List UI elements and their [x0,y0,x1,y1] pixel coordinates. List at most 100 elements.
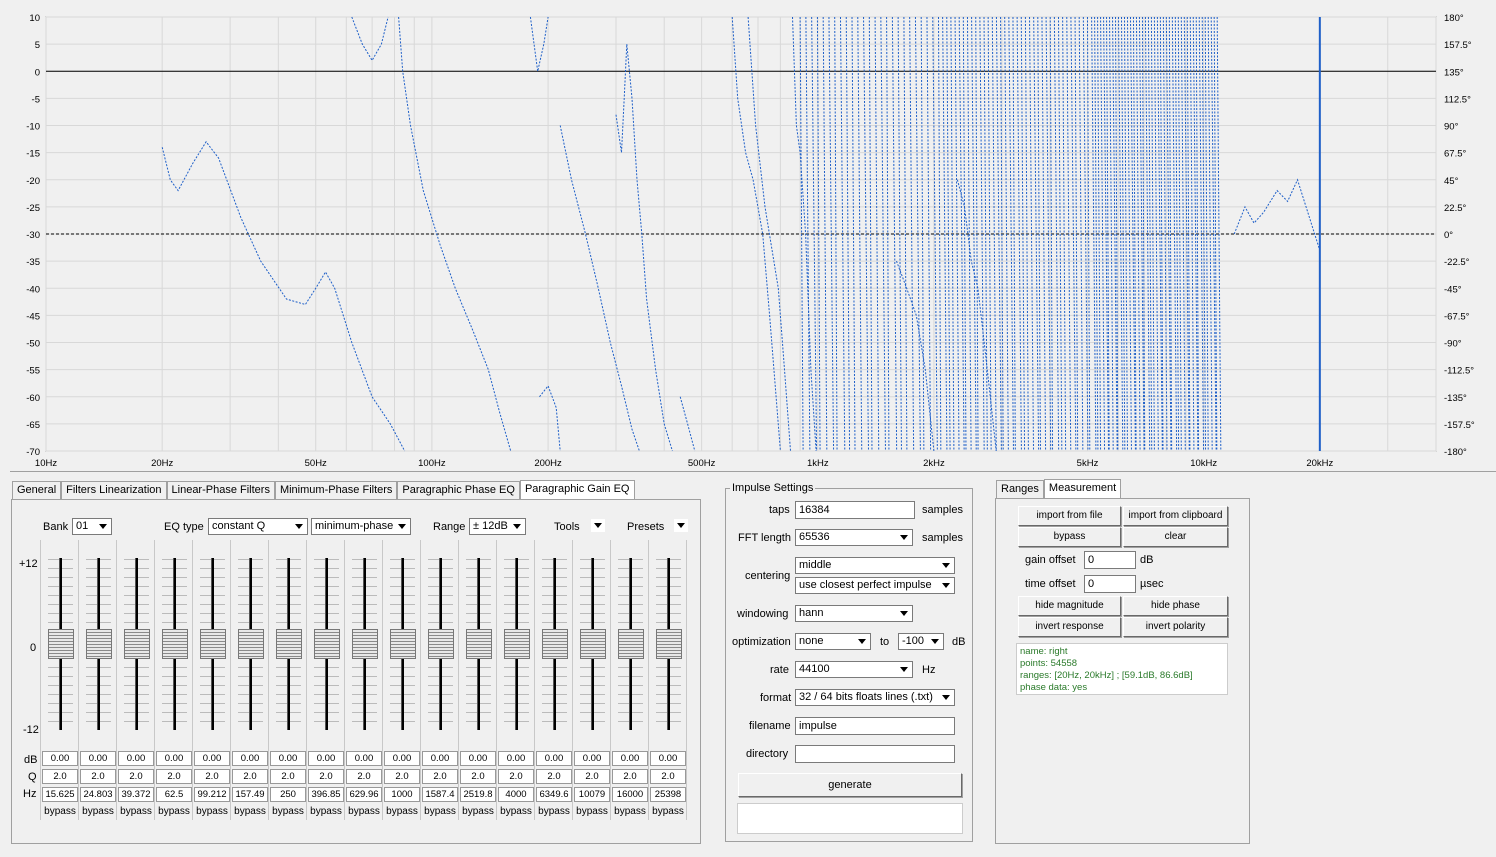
slider-knob[interactable] [428,629,454,659]
band-hz-input[interactable]: 250 [270,787,306,802]
band-q-input[interactable]: 2.0 [194,769,230,784]
fft-length-select[interactable]: 65536 [795,529,913,546]
band-hz-input[interactable]: 62.5 [156,787,192,802]
band-hz-input[interactable]: 2519.8 [460,787,496,802]
band-slider[interactable] [498,543,534,748]
band-bypass-toggle[interactable]: bypass [424,806,456,817]
band-hz-input[interactable]: 99.212 [194,787,230,802]
band-bypass-toggle[interactable]: bypass [44,806,76,817]
band-slider[interactable] [308,543,344,748]
bank-select[interactable]: 01 [72,518,112,535]
centering-mode-select[interactable]: use closest perfect impulse [795,577,955,594]
band-db-input[interactable]: 0.00 [156,751,192,766]
band-slider[interactable] [460,543,496,748]
band-db-input[interactable]: 0.00 [422,751,458,766]
band-hz-input[interactable]: 24.803 [80,787,116,802]
band-slider[interactable] [612,543,648,748]
import-from-file-button[interactable]: import from file [1018,506,1121,526]
invert-polarity-button[interactable]: invert polarity [1123,617,1228,637]
band-db-input[interactable]: 0.00 [308,751,344,766]
import-from-clipboard-button[interactable]: import from clipboard [1123,506,1228,526]
band-q-input[interactable]: 2.0 [232,769,268,784]
band-bypass-toggle[interactable]: bypass [82,806,114,817]
format-select[interactable]: 32 / 64 bits floats lines (.txt) [795,689,955,706]
slider-knob[interactable] [466,629,492,659]
band-db-input[interactable]: 0.00 [232,751,268,766]
band-q-input[interactable]: 2.0 [536,769,572,784]
band-slider[interactable] [384,543,420,748]
band-q-input[interactable]: 2.0 [42,769,78,784]
tab-paragraphic-phase-eq[interactable]: Paragraphic Phase EQ [397,481,520,499]
centering-select[interactable]: middle [795,557,955,574]
slider-knob[interactable] [276,629,302,659]
tab-minimum-phase-filters[interactable]: Minimum-Phase Filters [274,481,398,499]
band-hz-input[interactable]: 1587.4 [422,787,458,802]
band-bypass-toggle[interactable]: bypass [120,806,152,817]
band-db-input[interactable]: 0.00 [536,751,572,766]
band-q-input[interactable]: 2.0 [346,769,382,784]
band-hz-input[interactable]: 39.372 [118,787,154,802]
bypass-button[interactable]: bypass [1018,527,1121,547]
slider-knob[interactable] [86,629,112,659]
taps-input[interactable]: 16384 [795,501,915,519]
band-bypass-toggle[interactable]: bypass [500,806,532,817]
tab-filters-linearization[interactable]: Filters Linearization [61,481,167,499]
band-db-input[interactable]: 0.00 [498,751,534,766]
band-q-input[interactable]: 2.0 [612,769,648,784]
directory-input[interactable] [795,745,955,763]
band-bypass-toggle[interactable]: bypass [614,806,646,817]
band-db-input[interactable]: 0.00 [384,751,420,766]
plot-canvas[interactable]: 10 5 0 -5 -10 -15 -20 -25 -30 -35 -40 -45 -50 -55 -60 -… [10,0,1496,472]
slider-knob[interactable] [580,629,606,659]
gain-offset-input[interactable]: 0 [1084,551,1136,569]
band-db-input[interactable]: 0.00 [612,751,648,766]
band-bypass-toggle[interactable]: bypass [310,806,342,817]
optimization-select[interactable]: none [795,633,871,650]
band-slider[interactable] [118,543,154,748]
band-q-input[interactable]: 2.0 [498,769,534,784]
eq-type-select[interactable]: constant Q [208,518,308,535]
tab-general[interactable]: General [12,481,62,499]
band-db-input[interactable]: 0.00 [346,751,382,766]
slider-knob[interactable] [656,629,682,659]
band-bypass-toggle[interactable]: bypass [576,806,608,817]
band-q-input[interactable]: 2.0 [574,769,610,784]
band-hz-input[interactable]: 15.625 [42,787,78,802]
band-bypass-toggle[interactable]: bypass [538,806,570,817]
range-select[interactable]: ± 12dB [469,518,526,535]
band-bypass-toggle[interactable]: bypass [348,806,380,817]
windowing-select[interactable]: hann [795,605,913,622]
band-slider[interactable] [156,543,192,748]
tab-paragraphic-gain-eq[interactable]: Paragraphic Gain EQ [519,480,635,499]
slider-knob[interactable] [238,629,264,659]
band-db-input[interactable]: 0.00 [650,751,686,766]
band-db-input[interactable]: 0.00 [270,751,306,766]
slider-knob[interactable] [200,629,226,659]
band-db-input[interactable]: 0.00 [574,751,610,766]
generate-button[interactable]: generate [738,773,962,797]
band-slider[interactable] [650,543,686,748]
band-hz-input[interactable]: 157.49 [232,787,268,802]
band-q-input[interactable]: 2.0 [384,769,420,784]
time-offset-input[interactable]: 0 [1084,575,1136,593]
band-q-input[interactable]: 2.0 [650,769,686,784]
band-q-input[interactable]: 2.0 [80,769,116,784]
slider-knob[interactable] [352,629,378,659]
band-q-input[interactable]: 2.0 [270,769,306,784]
band-hz-input[interactable]: 10079 [574,787,610,802]
band-hz-input[interactable]: 25398 [650,787,686,802]
band-hz-input[interactable]: 396.85 [308,787,344,802]
band-db-input[interactable]: 0.00 [42,751,78,766]
band-db-input[interactable]: 0.00 [194,751,230,766]
band-hz-input[interactable]: 629.96 [346,787,382,802]
slider-knob[interactable] [618,629,644,659]
band-q-input[interactable]: 2.0 [460,769,496,784]
band-bypass-toggle[interactable]: bypass [234,806,266,817]
tab-measurement[interactable]: Measurement [1043,479,1122,498]
band-q-input[interactable]: 2.0 [422,769,458,784]
band-bypass-toggle[interactable]: bypass [196,806,228,817]
band-db-input[interactable]: 0.00 [80,751,116,766]
slider-knob[interactable] [48,629,74,659]
slider-knob[interactable] [124,629,150,659]
tab-ranges[interactable]: Ranges [996,480,1044,498]
